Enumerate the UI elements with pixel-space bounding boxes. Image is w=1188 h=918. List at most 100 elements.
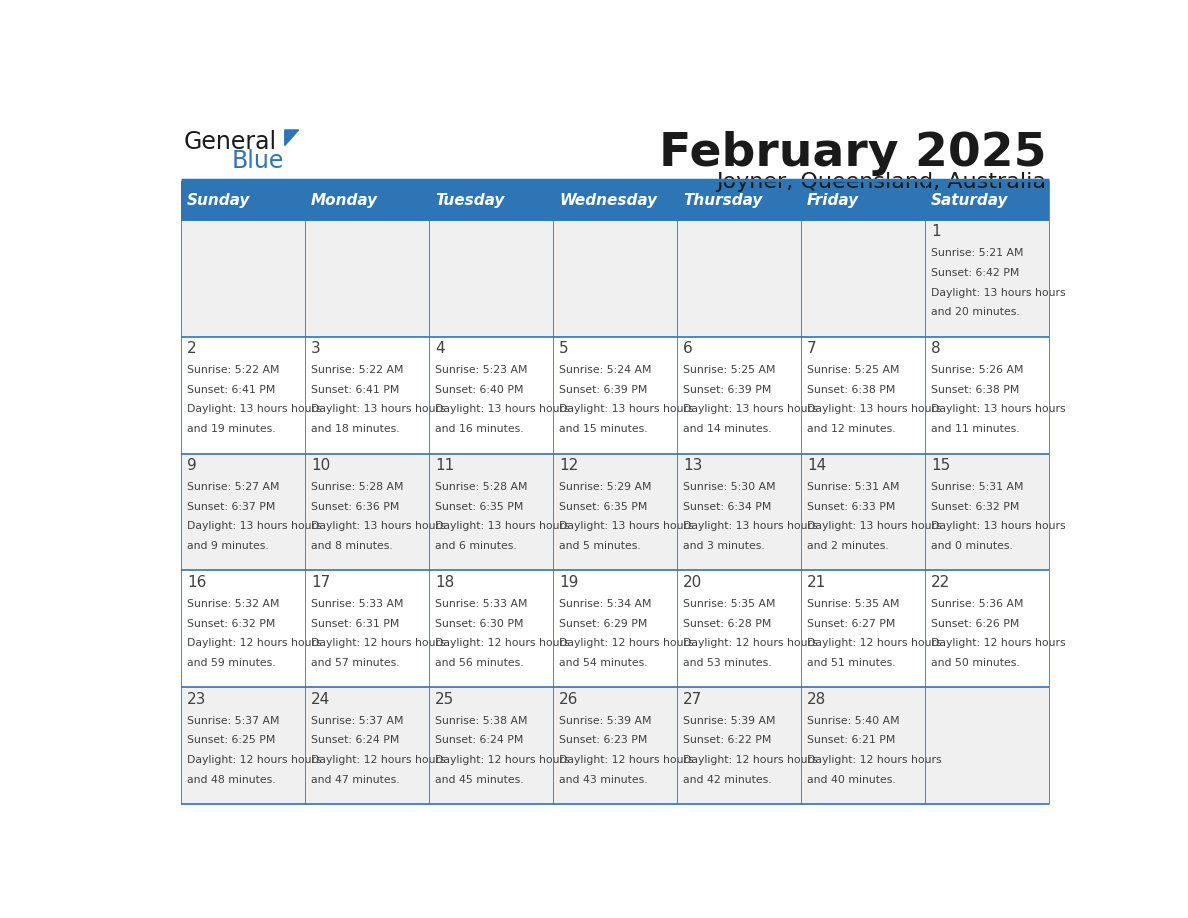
Text: and 54 minutes.: and 54 minutes. <box>560 658 647 668</box>
Text: Sunrise: 5:33 AM: Sunrise: 5:33 AM <box>435 599 527 609</box>
Text: Sunrise: 5:31 AM: Sunrise: 5:31 AM <box>931 482 1024 492</box>
Text: Sunrise: 5:36 AM: Sunrise: 5:36 AM <box>931 599 1024 609</box>
Text: 18: 18 <box>435 575 454 589</box>
Text: 14: 14 <box>807 458 827 473</box>
Text: 25: 25 <box>435 691 454 707</box>
Text: Sunrise: 5:26 AM: Sunrise: 5:26 AM <box>931 365 1024 375</box>
Text: and 8 minutes.: and 8 minutes. <box>311 542 393 551</box>
Text: 12: 12 <box>560 458 579 473</box>
Text: and 2 minutes.: and 2 minutes. <box>807 542 889 551</box>
Text: Sunset: 6:35 PM: Sunset: 6:35 PM <box>435 501 524 511</box>
Text: 26: 26 <box>560 691 579 707</box>
Text: Sunset: 6:41 PM: Sunset: 6:41 PM <box>311 385 399 395</box>
Text: Sunrise: 5:33 AM: Sunrise: 5:33 AM <box>311 599 404 609</box>
Text: Sunset: 6:24 PM: Sunset: 6:24 PM <box>435 735 524 745</box>
Text: and 50 minutes.: and 50 minutes. <box>931 658 1019 668</box>
Bar <box>677 337 801 453</box>
Text: 28: 28 <box>807 691 827 707</box>
Text: Joyner, Queensland, Australia: Joyner, Queensland, Australia <box>716 173 1047 193</box>
Bar <box>181 337 305 453</box>
Bar <box>429 570 552 688</box>
Text: and 47 minutes.: and 47 minutes. <box>311 775 399 785</box>
Text: and 56 minutes.: and 56 minutes. <box>435 658 524 668</box>
Text: Sunset: 6:34 PM: Sunset: 6:34 PM <box>683 501 771 511</box>
Text: 11: 11 <box>435 458 454 473</box>
Text: and 0 minutes.: and 0 minutes. <box>931 542 1013 551</box>
Bar <box>305 181 429 219</box>
Text: 21: 21 <box>807 575 827 589</box>
Text: Sunset: 6:26 PM: Sunset: 6:26 PM <box>931 619 1019 629</box>
Bar <box>925 337 1049 453</box>
Text: and 20 minutes.: and 20 minutes. <box>931 308 1019 318</box>
Text: Sunset: 6:32 PM: Sunset: 6:32 PM <box>931 501 1019 511</box>
Bar <box>925 181 1049 219</box>
Text: Sunrise: 5:25 AM: Sunrise: 5:25 AM <box>683 365 776 375</box>
Text: and 14 minutes.: and 14 minutes. <box>683 424 772 434</box>
Bar <box>677 453 801 570</box>
Text: Sunset: 6:21 PM: Sunset: 6:21 PM <box>807 735 896 745</box>
Text: Sunrise: 5:31 AM: Sunrise: 5:31 AM <box>807 482 899 492</box>
Text: Sunrise: 5:22 AM: Sunrise: 5:22 AM <box>187 365 279 375</box>
Bar <box>925 219 1049 337</box>
Text: Thursday: Thursday <box>683 193 763 207</box>
Bar <box>801 219 925 337</box>
Text: and 48 minutes.: and 48 minutes. <box>187 775 276 785</box>
Text: and 40 minutes.: and 40 minutes. <box>807 775 896 785</box>
Text: Saturday: Saturday <box>931 193 1009 207</box>
Text: Daylight: 13 hours hours: Daylight: 13 hours hours <box>931 521 1066 532</box>
Text: 10: 10 <box>311 458 330 473</box>
Text: Sunset: 6:39 PM: Sunset: 6:39 PM <box>683 385 771 395</box>
Text: Monday: Monday <box>311 193 378 207</box>
Bar <box>305 453 429 570</box>
Text: and 16 minutes.: and 16 minutes. <box>435 424 524 434</box>
Text: and 18 minutes.: and 18 minutes. <box>311 424 399 434</box>
Text: 27: 27 <box>683 691 702 707</box>
Text: 19: 19 <box>560 575 579 589</box>
Text: and 45 minutes.: and 45 minutes. <box>435 775 524 785</box>
Text: Daylight: 13 hours hours: Daylight: 13 hours hours <box>311 521 446 532</box>
Text: Sunrise: 5:25 AM: Sunrise: 5:25 AM <box>807 365 899 375</box>
Text: Daylight: 12 hours hours: Daylight: 12 hours hours <box>683 638 817 648</box>
Text: 8: 8 <box>931 341 941 356</box>
Text: and 59 minutes.: and 59 minutes. <box>187 658 276 668</box>
Text: 7: 7 <box>807 341 816 356</box>
Text: Sunset: 6:23 PM: Sunset: 6:23 PM <box>560 735 647 745</box>
Text: and 3 minutes.: and 3 minutes. <box>683 542 765 551</box>
Bar <box>181 219 305 337</box>
Text: Sunrise: 5:37 AM: Sunrise: 5:37 AM <box>311 716 404 725</box>
Text: 2: 2 <box>187 341 196 356</box>
Bar <box>305 219 429 337</box>
Text: Tuesday: Tuesday <box>435 193 505 207</box>
Text: Sunrise: 5:38 AM: Sunrise: 5:38 AM <box>435 716 527 725</box>
Text: 24: 24 <box>311 691 330 707</box>
Text: Sunrise: 5:30 AM: Sunrise: 5:30 AM <box>683 482 776 492</box>
Text: Daylight: 12 hours hours: Daylight: 12 hours hours <box>807 756 942 766</box>
Bar <box>801 688 925 804</box>
Text: Daylight: 13 hours hours: Daylight: 13 hours hours <box>187 405 322 415</box>
Text: General: General <box>183 130 277 154</box>
Text: Sunset: 6:37 PM: Sunset: 6:37 PM <box>187 501 276 511</box>
Text: Sunset: 6:25 PM: Sunset: 6:25 PM <box>187 735 276 745</box>
Text: Sunrise: 5:35 AM: Sunrise: 5:35 AM <box>683 599 776 609</box>
Text: Sunrise: 5:39 AM: Sunrise: 5:39 AM <box>560 716 651 725</box>
Bar <box>677 181 801 219</box>
Text: 9: 9 <box>187 458 197 473</box>
Bar <box>552 219 677 337</box>
Text: Sunset: 6:38 PM: Sunset: 6:38 PM <box>931 385 1019 395</box>
Bar <box>552 570 677 688</box>
Text: Daylight: 13 hours hours: Daylight: 13 hours hours <box>807 405 942 415</box>
Text: Daylight: 13 hours hours: Daylight: 13 hours hours <box>311 405 446 415</box>
Text: Sunset: 6:35 PM: Sunset: 6:35 PM <box>560 501 647 511</box>
Text: Daylight: 13 hours hours: Daylight: 13 hours hours <box>560 405 694 415</box>
Text: Daylight: 12 hours hours: Daylight: 12 hours hours <box>187 638 322 648</box>
Bar <box>925 570 1049 688</box>
Text: 17: 17 <box>311 575 330 589</box>
Text: Daylight: 12 hours hours: Daylight: 12 hours hours <box>435 638 569 648</box>
Polygon shape <box>285 130 298 145</box>
Text: 13: 13 <box>683 458 702 473</box>
Bar <box>429 181 552 219</box>
Bar <box>552 181 677 219</box>
Text: Daylight: 12 hours hours: Daylight: 12 hours hours <box>560 638 694 648</box>
Text: 5: 5 <box>560 341 569 356</box>
Text: Sunset: 6:40 PM: Sunset: 6:40 PM <box>435 385 524 395</box>
